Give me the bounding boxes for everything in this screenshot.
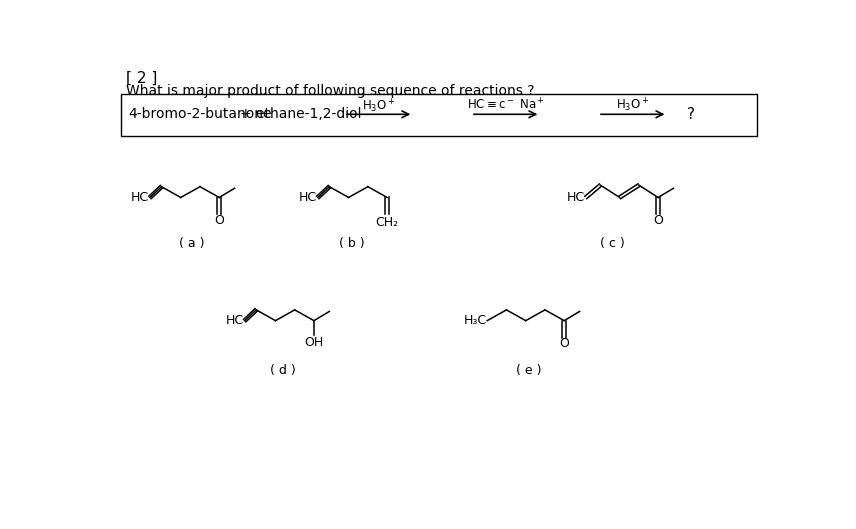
Text: ( d ): ( d ) — [270, 364, 295, 377]
Text: 4-bromo-2-butanone: 4-bromo-2-butanone — [128, 107, 272, 121]
Text: CH₂: CH₂ — [376, 216, 399, 229]
Text: HC$\equiv$c$^-$ Na$^+$: HC$\equiv$c$^-$ Na$^+$ — [467, 97, 544, 113]
Text: + ethane-1,2-diol: + ethane-1,2-diol — [240, 107, 361, 121]
Text: O: O — [559, 338, 569, 350]
Text: HC: HC — [299, 191, 317, 204]
Text: [ 2 ]: [ 2 ] — [126, 70, 158, 86]
Text: H₃C: H₃C — [463, 314, 486, 327]
Text: O: O — [653, 214, 663, 227]
Text: HC: HC — [226, 314, 244, 327]
Text: O: O — [214, 214, 224, 227]
Text: What is major product of following sequence of reactions ?: What is major product of following seque… — [126, 84, 535, 98]
Text: $\mathregular{H_3O^+}$: $\mathregular{H_3O^+}$ — [362, 97, 395, 115]
Text: ( a ): ( a ) — [179, 237, 205, 250]
Bar — [121, 94, 757, 136]
Text: ?: ? — [687, 107, 694, 122]
Text: OH: OH — [305, 336, 324, 349]
Text: $\mathregular{H_3O^+}$: $\mathregular{H_3O^+}$ — [616, 96, 650, 114]
Text: ( e ): ( e ) — [516, 364, 542, 377]
Text: HC: HC — [567, 191, 585, 204]
Text: ( c ): ( c ) — [599, 237, 624, 250]
Text: ( b ): ( b ) — [339, 237, 365, 250]
Text: HC: HC — [131, 191, 149, 204]
